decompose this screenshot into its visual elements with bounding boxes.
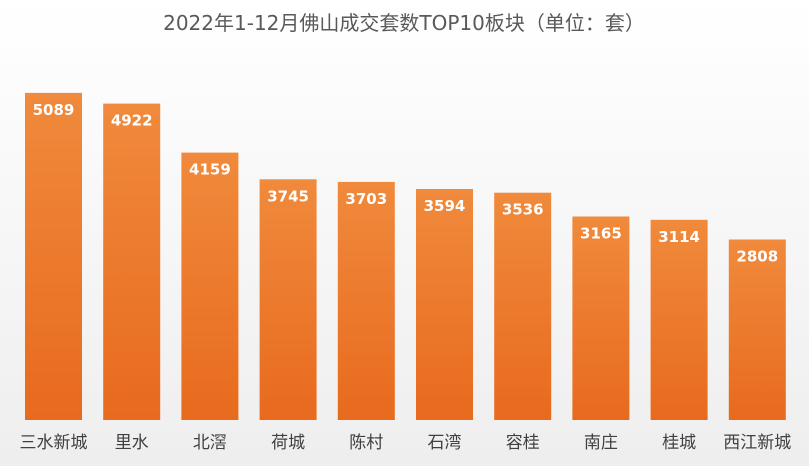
plot-area: 5089 三水新城 4922 里水 4159 北滘 3745 荷城 3703 陈村 3594 石湾 35…: [20, 92, 791, 453]
bar-6: [416, 189, 473, 420]
data-label-7: 3536: [502, 201, 544, 219]
category-label-7: 容桂: [506, 433, 540, 453]
category-label-1: 三水新城: [20, 433, 88, 453]
data-label-8: 3165: [580, 225, 622, 243]
bar-9: [650, 219, 708, 420]
category-label-8: 南庄: [584, 433, 618, 453]
bar-3: [181, 152, 239, 420]
category-label-5: 陈村: [349, 433, 383, 453]
data-label-10: 2808: [736, 248, 778, 266]
chart-title: 2022年1-12月佛山成交套数TOP10板块（单位：套）: [163, 11, 645, 35]
category-label-4: 荷城: [271, 433, 305, 453]
category-label-6: 石湾: [428, 433, 462, 453]
category-label-2: 里水: [115, 433, 149, 453]
bar-10: [728, 239, 786, 420]
data-label-4: 3745: [267, 187, 309, 205]
bar-1: [25, 92, 82, 421]
category-label-10: 西江新城: [723, 433, 791, 453]
data-label-2: 4922: [111, 112, 153, 130]
bar-7: [494, 192, 552, 420]
bar-8: [572, 216, 630, 420]
data-label-1: 5089: [33, 101, 75, 119]
data-label-5: 3703: [345, 190, 387, 208]
data-label-9: 3114: [658, 228, 700, 246]
category-label-3: 北滘: [193, 433, 227, 453]
data-label-3: 4159: [189, 161, 231, 179]
category-label-9: 桂城: [662, 433, 696, 453]
bar-5: [337, 181, 395, 420]
data-label-6: 3594: [424, 197, 466, 215]
bar-2: [103, 103, 161, 420]
bar-4: [259, 179, 317, 420]
